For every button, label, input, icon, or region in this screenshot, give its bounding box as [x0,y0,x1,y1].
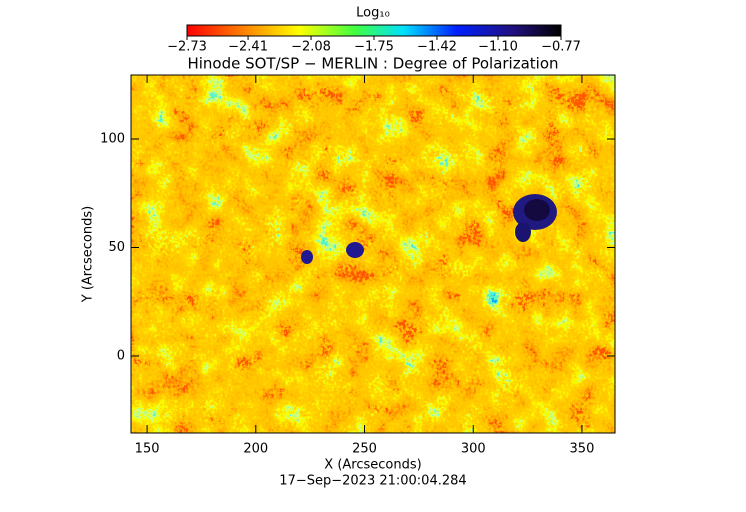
x-tick-label: 200 [243,442,268,457]
colorbar-tick-label: −1.42 [417,40,457,55]
colorbar-label: Log₁₀ [356,6,390,21]
colorbar-tick-label: −1.10 [478,40,518,55]
y-axis-label: Y (Arcseconds) [81,206,96,303]
y-tick-label: 100 [100,132,125,147]
plot-frame [130,74,616,434]
chart-title: Hinode SOT/SP − MERLIN : Degree of Polar… [187,55,558,73]
colorbar-tick-label: −2.41 [228,40,268,55]
x-tick-label: 350 [570,442,595,457]
colorbar-tick-label: −0.77 [541,40,581,55]
colorbar-tick-label: −2.08 [291,40,331,55]
x-tick-label: 150 [135,442,160,457]
colorbar-tick-label: −2.73 [167,40,207,55]
x-tick-label: 250 [352,442,377,457]
image [131,75,615,433]
colorbar-tick-label: −1.75 [354,40,394,55]
timestamp: 17−Sep−2023 21:00:04.284 [279,474,466,489]
x-axis-label: X (Arcseconds) [324,458,421,473]
y-tick-label: 0 [117,348,125,363]
colorbar [186,24,562,37]
x-tick-label: 300 [461,442,486,457]
y-tick-label: 50 [108,240,125,255]
